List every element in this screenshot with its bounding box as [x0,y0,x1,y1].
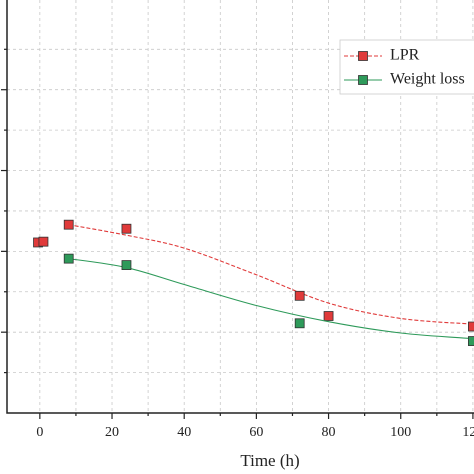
legend-label: LPR [390,47,420,64]
data-point [294,290,305,301]
data-point [63,253,74,264]
x-tick-label: 40 [177,425,191,440]
data-point [38,236,49,247]
data-point [468,321,474,332]
legend-marker [358,51,368,61]
legend-box [339,39,474,95]
fit-line [68,258,473,340]
data-point [294,318,305,329]
x-tick-label: 0 [36,425,43,440]
fit-line [68,224,473,325]
legend-label: Weight loss [390,71,465,88]
legend-marker [358,75,368,85]
x-tick-label: 20 [105,425,119,440]
x-tick-label: 100 [390,425,411,440]
x-tick-label: 80 [322,425,336,440]
x-axis-label: Time (h) [240,451,299,470]
axis-frame [6,0,474,414]
data-point [121,260,132,270]
x-tick-label: 60 [249,425,263,440]
x-tick-label: 120 [462,425,474,440]
data-point [323,311,334,321]
data-point [121,223,132,234]
data-point [468,336,474,346]
data-point [63,219,74,230]
